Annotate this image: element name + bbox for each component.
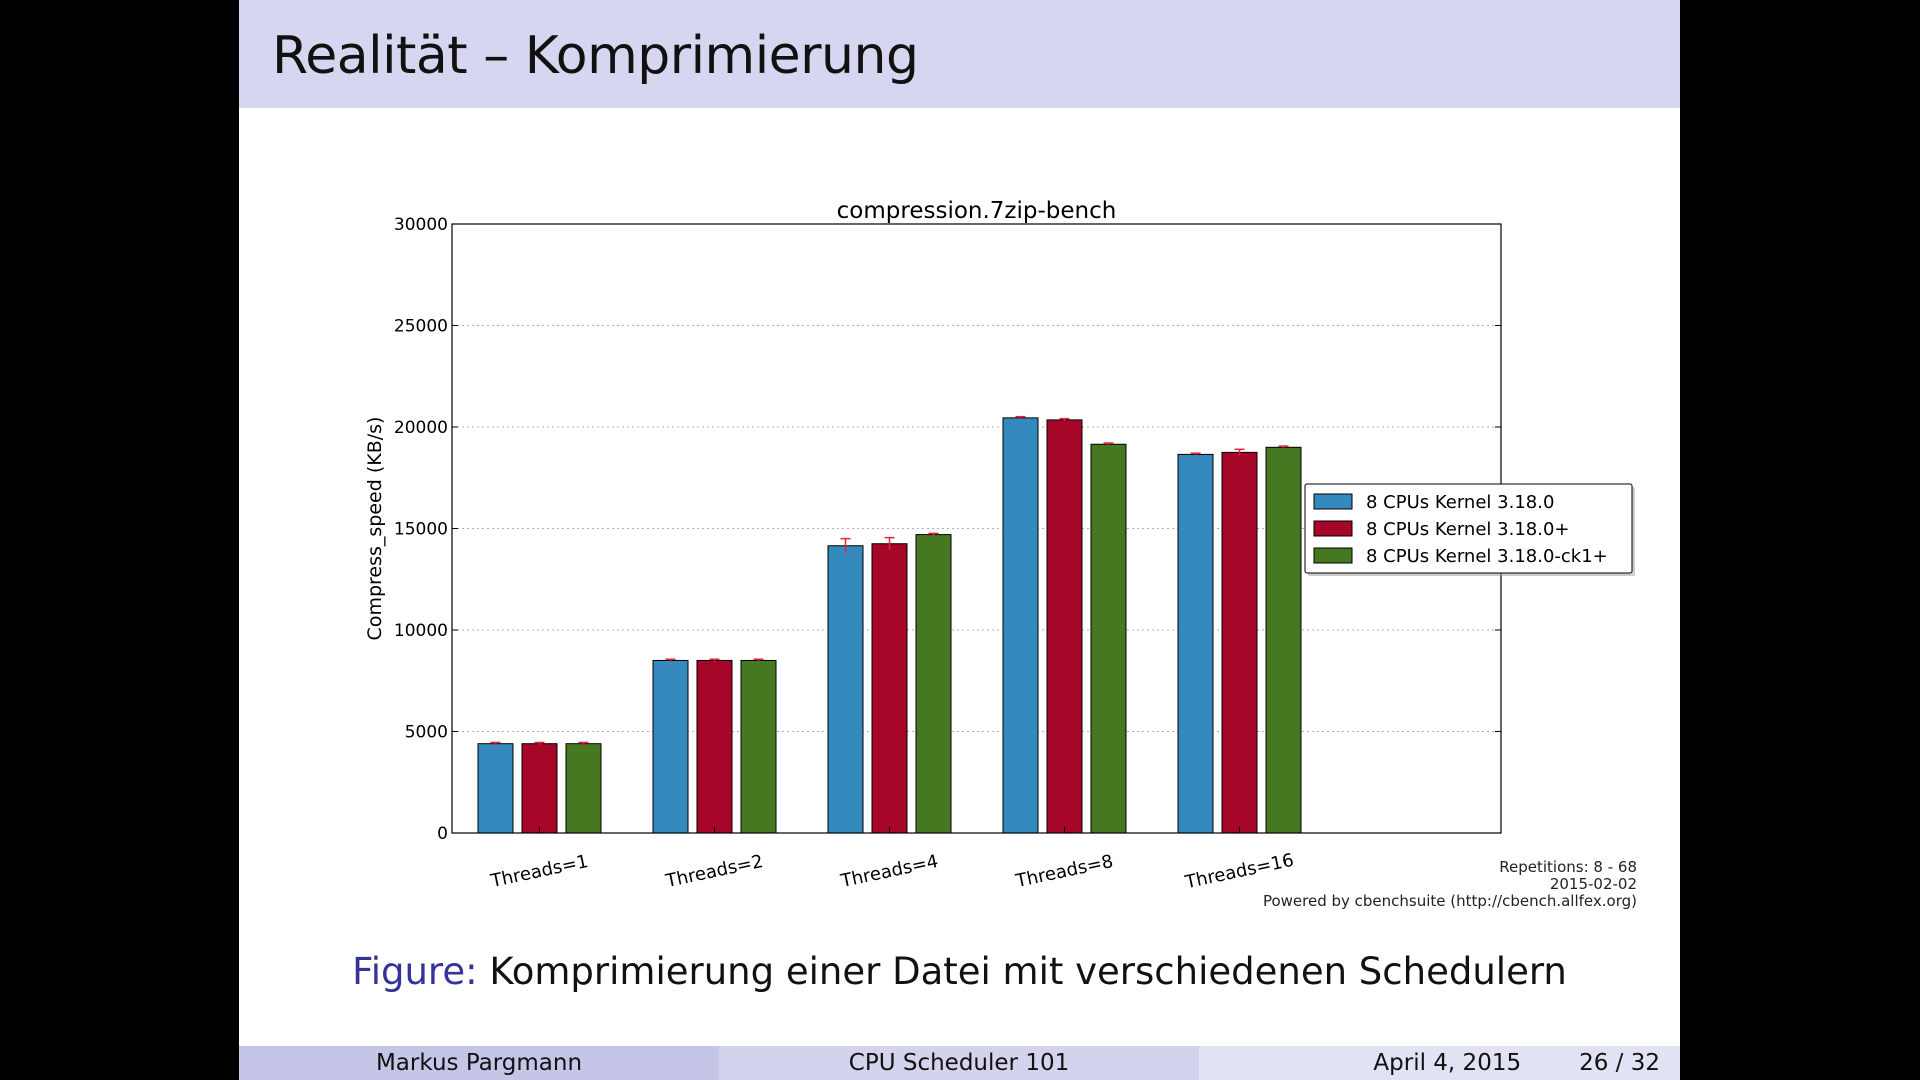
bar	[696, 659, 733, 834]
bar	[1046, 419, 1083, 834]
legend-swatch	[1313, 493, 1353, 510]
y-tick-label: 0	[437, 824, 448, 844]
chart-annotation: Powered by cbenchsuite (http://cbench.al…	[1263, 892, 1637, 910]
bar	[477, 743, 514, 834]
bar	[740, 659, 777, 834]
footer-talk-segment: CPU Scheduler 101	[719, 1046, 1199, 1080]
x-tick-label: Threads=4	[838, 851, 940, 892]
footer-page-number: 26 / 32	[1579, 1050, 1660, 1076]
x-tick-label: Threads=8	[1013, 851, 1115, 892]
y-axis-label: Compress_speed (KB/s)	[364, 417, 386, 641]
bar	[652, 659, 689, 834]
bar	[1265, 446, 1302, 834]
y-tick-label: 30000	[394, 215, 448, 235]
x-tick-label: Threads=2	[663, 851, 765, 892]
footer-date: April 4, 2015	[1373, 1050, 1522, 1076]
bar	[521, 743, 558, 834]
bar	[565, 743, 602, 834]
legend-swatch	[1313, 547, 1353, 564]
y-tick-label: 5000	[405, 723, 448, 743]
slide-title: Realität – Komprimierung	[272, 26, 919, 86]
y-tick-label: 10000	[394, 621, 448, 641]
legend-label: 8 CPUs Kernel 3.18.0	[1366, 492, 1554, 513]
bar	[1221, 451, 1258, 834]
legend-label: 8 CPUs Kernel 3.18.0-ck1+	[1366, 546, 1608, 567]
figure-caption-text: Komprimierung einer Datei mit verschiede…	[489, 950, 1567, 993]
legend-swatch	[1313, 520, 1353, 537]
bar	[1002, 417, 1039, 834]
bar	[915, 534, 952, 834]
x-tick-label: Threads=16	[1182, 850, 1295, 894]
legend-box	[1304, 483, 1633, 574]
y-tick-label: 15000	[394, 520, 448, 540]
footer-author: Markus Pargmann	[375, 1050, 583, 1076]
footer-author-segment: Markus Pargmann	[239, 1046, 719, 1080]
footer: Markus Pargmann CPU Scheduler 101 April …	[239, 1046, 1680, 1080]
figure-caption: Figure: Komprimierung einer Datei mit ve…	[239, 950, 1680, 993]
chart-annotation: 2015-02-02	[1550, 875, 1637, 893]
bar	[1090, 443, 1127, 834]
bar	[871, 543, 908, 834]
chart-title: compression.7zip-bench	[837, 198, 1117, 224]
y-tick-label: 25000	[394, 317, 448, 337]
x-tick-label: Threads=1	[488, 851, 590, 892]
chart-area: 0 5000 10000 15000 20000 25000 30000 Threads=1 T…	[239, 180, 1680, 920]
y-tick-label: 20000	[394, 418, 448, 438]
slide: Realität – Komprimierung 0 5000 10000 15000…	[239, 0, 1680, 1080]
bar	[1177, 453, 1214, 834]
bar	[827, 545, 864, 834]
footer-talk-title: CPU Scheduler 101	[848, 1050, 1070, 1076]
legend-label: 8 CPUs Kernel 3.18.0+	[1366, 519, 1569, 540]
footer-date-segment: April 4, 2015 26 / 32	[1199, 1046, 1680, 1080]
figure-label: Figure:	[352, 950, 478, 993]
bar-chart: 0 5000 10000 15000 20000 25000 30000 Threads=1 T…	[364, 198, 1637, 910]
chart-annotation: Repetitions: 8 - 68	[1499, 858, 1637, 876]
title-bar: Realität – Komprimierung	[239, 0, 1680, 108]
